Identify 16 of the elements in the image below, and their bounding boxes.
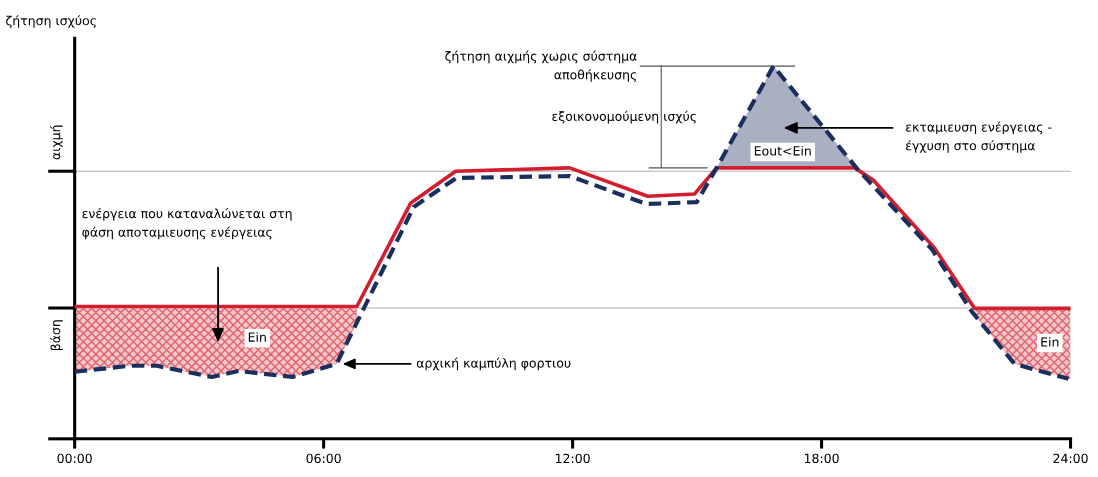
annotation: εξοικονομούμενη ισχύς [552, 110, 696, 124]
annotation: ζήτηση αιχμής χωρις σύστημα αποθήκευσης [445, 50, 637, 82]
annotation: Ein [248, 332, 266, 342]
annotation: αρχική καμπύλη φορτιου [416, 357, 571, 371]
x-tick-label: 00:00 [57, 453, 92, 464]
ref-line-label: αιχμή [50, 125, 63, 160]
annotation: Eout<Ein [754, 145, 811, 156]
x-tick-label: 24:00 [1053, 453, 1088, 464]
x-tick-label: 18:00 [804, 453, 839, 464]
annotation: Ein [1041, 337, 1059, 347]
x-tick-label: 12:00 [555, 453, 590, 464]
annotation: εκταμιευση ενέργειας - έγχυση στο σύστημα [906, 121, 1052, 153]
x-tick-label: 06:00 [306, 453, 341, 464]
annotation: ενέργεια που καταναλώνεται στη φάση αποταμιευσης ενέργειας [82, 208, 292, 240]
ref-line-label: βάση [50, 320, 63, 351]
y-axis-title: ζήτηση ισχύος [6, 15, 96, 28]
